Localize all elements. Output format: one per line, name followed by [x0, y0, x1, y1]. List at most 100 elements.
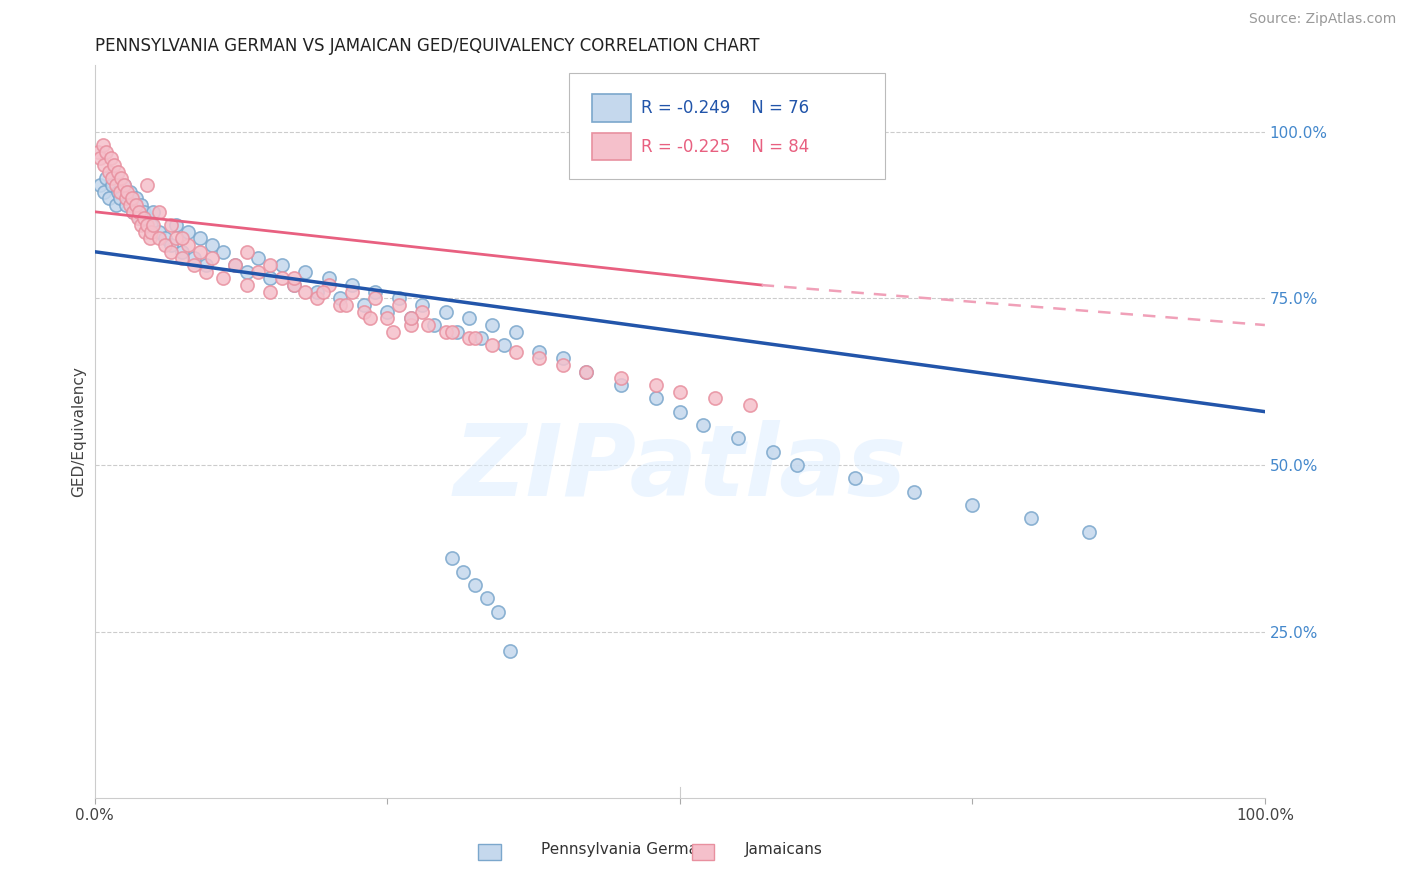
Point	[134, 225, 156, 239]
Point	[212, 244, 235, 259]
Point	[142, 218, 165, 232]
Point	[89, 152, 111, 166]
Point	[259, 258, 281, 272]
Point	[103, 158, 125, 172]
Point	[112, 178, 135, 193]
Point	[305, 292, 328, 306]
Point	[481, 338, 503, 352]
Point	[353, 304, 375, 318]
Point	[183, 252, 205, 266]
Point	[458, 311, 481, 326]
Point	[464, 578, 486, 592]
Point	[668, 384, 690, 399]
Point	[786, 458, 808, 472]
Point	[110, 185, 132, 199]
Point	[318, 271, 340, 285]
Point	[124, 191, 146, 205]
Point	[475, 591, 498, 606]
Point	[93, 158, 115, 172]
Point	[458, 331, 481, 345]
Point	[364, 285, 387, 299]
Point	[470, 331, 492, 345]
Point	[551, 351, 574, 366]
Point	[107, 185, 129, 199]
Point	[399, 311, 422, 326]
Point	[294, 285, 316, 299]
Point	[1019, 511, 1042, 525]
Point	[762, 444, 785, 458]
Bar	[592, 133, 630, 161]
Point	[110, 171, 132, 186]
Point	[104, 178, 127, 193]
Point	[97, 165, 120, 179]
Point	[121, 191, 143, 205]
Point	[124, 198, 146, 212]
Point	[235, 244, 257, 259]
Point	[411, 304, 433, 318]
Point	[172, 231, 194, 245]
Point	[529, 344, 551, 359]
Point	[551, 358, 574, 372]
Point	[434, 325, 457, 339]
Point	[115, 191, 138, 205]
Point	[727, 431, 749, 445]
Point	[97, 191, 120, 205]
Point	[375, 304, 398, 318]
Point	[505, 344, 527, 359]
Point	[610, 378, 633, 392]
Point	[529, 351, 551, 366]
Point	[645, 378, 668, 392]
Point	[247, 265, 270, 279]
Point	[177, 238, 200, 252]
Point	[136, 178, 159, 193]
Point	[235, 265, 257, 279]
Point	[194, 265, 217, 279]
Point	[118, 198, 141, 212]
Point	[645, 392, 668, 406]
Point	[153, 238, 176, 252]
Point	[703, 392, 725, 406]
Point	[128, 211, 150, 226]
Point	[132, 211, 155, 226]
Point	[148, 204, 170, 219]
Point	[159, 218, 181, 232]
Point	[96, 145, 118, 159]
Point	[128, 204, 150, 219]
Text: Source: ZipAtlas.com: Source: ZipAtlas.com	[1249, 12, 1396, 26]
Point	[575, 365, 598, 379]
Point	[399, 318, 422, 332]
Point	[844, 471, 866, 485]
Point	[183, 258, 205, 272]
Point	[1078, 524, 1101, 539]
Point	[411, 298, 433, 312]
Point	[270, 258, 292, 272]
Point	[110, 191, 132, 205]
Text: Jamaicans: Jamaicans	[745, 842, 823, 856]
Point	[247, 252, 270, 266]
Point	[172, 244, 194, 259]
Point	[494, 338, 516, 352]
Point	[142, 204, 165, 219]
Point	[610, 371, 633, 385]
Point	[451, 565, 474, 579]
Point	[294, 265, 316, 279]
Text: ZIPatlas: ZIPatlas	[453, 420, 907, 516]
Point	[224, 258, 246, 272]
Point	[692, 417, 714, 432]
Text: R = -0.249    N = 76: R = -0.249 N = 76	[641, 99, 810, 117]
Point	[104, 198, 127, 212]
Point	[153, 231, 176, 245]
Point	[118, 185, 141, 199]
Point	[200, 238, 222, 252]
Point	[388, 298, 411, 312]
Point	[259, 271, 281, 285]
Point	[270, 271, 292, 285]
Point	[416, 318, 439, 332]
Point	[224, 258, 246, 272]
Point	[101, 178, 124, 193]
Point	[100, 152, 122, 166]
Point	[136, 218, 159, 232]
Point	[318, 278, 340, 293]
Point	[283, 278, 305, 293]
Point	[235, 278, 257, 293]
